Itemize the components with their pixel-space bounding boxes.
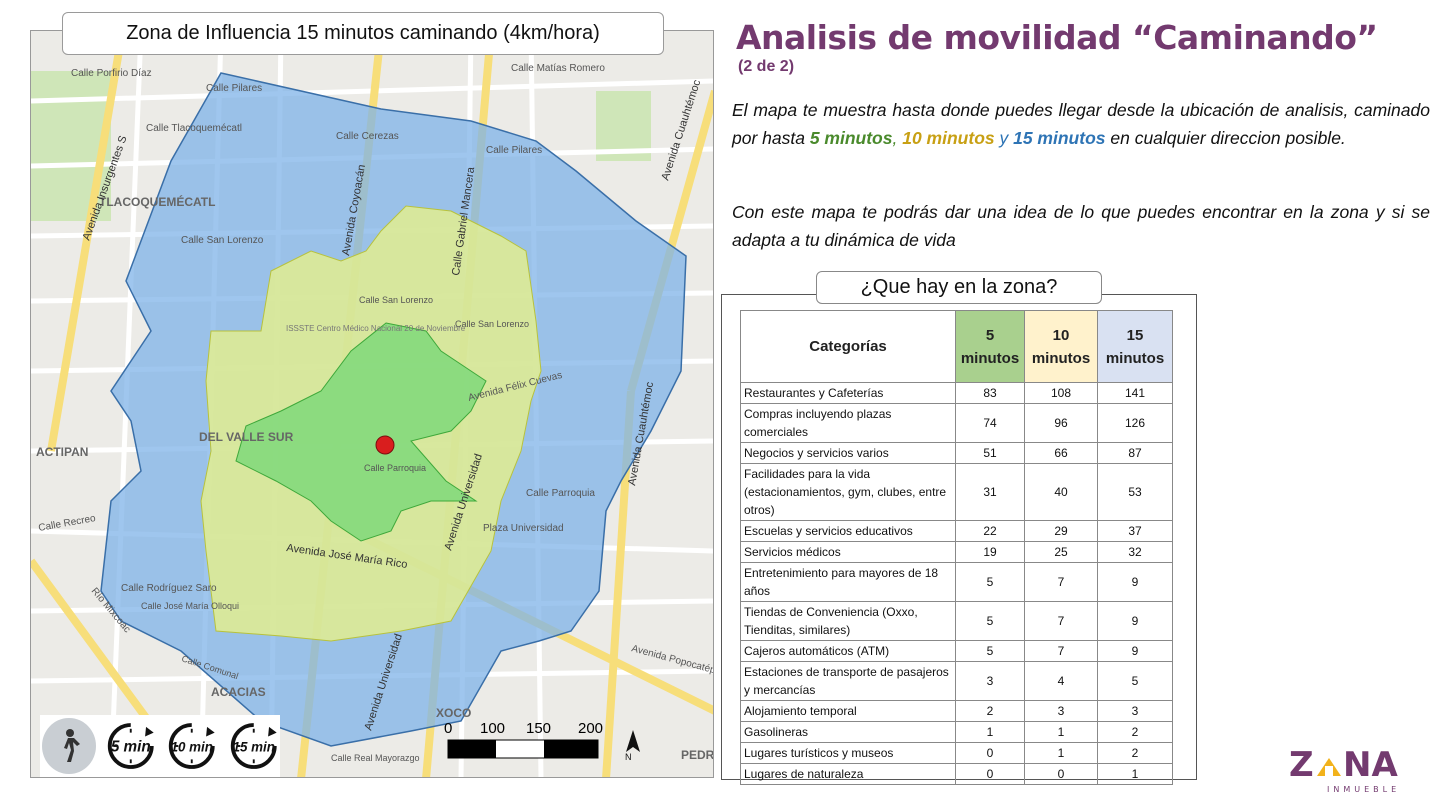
neighborhood-label: TLACOQUEMÉCATL [99, 194, 215, 209]
map[interactable]: TLACOQUEMÉCATL DEL VALLE SUR ACTIPAN ACA… [30, 30, 714, 778]
street-label: Calle San Lorenzo [455, 319, 529, 329]
page-subtitle: (2 de 2) [738, 58, 795, 75]
svg-text:10 min: 10 min [171, 740, 213, 755]
column-header-10-min: 10 minutos [1024, 310, 1098, 383]
map-title: Zona de Influencia 15 minutos caminando … [62, 12, 664, 55]
description-paragraph-2: Con este mapa te podrás dar una idea de … [732, 202, 1430, 250]
scale-label: 0 [444, 720, 453, 737]
table-row: Lugares turísticos y museos 0 1 2 [740, 742, 1173, 764]
scale-label: 200 [578, 720, 604, 737]
neighborhood-label: ACACIAS [211, 685, 266, 699]
table-row: Cajeros automáticos (ATM) 5 7 9 [740, 640, 1173, 662]
street-label: Calle Pilares [486, 145, 542, 156]
neighborhood-label: DEL VALLE SUR [199, 430, 294, 444]
map-scale-bar: 0 100 150 200 [440, 720, 615, 766]
analysis-location-point[interactable] [375, 435, 395, 455]
street-label: Calle Real Mayorazgo [331, 753, 420, 763]
table-row: Tiendas de Conveniencia (Oxxo, Tienditas… [740, 601, 1173, 641]
street-label: Calle Cerezas [336, 131, 399, 142]
timer-5-min-icon: 5 min [107, 723, 154, 769]
scale-label: 150 [526, 720, 552, 737]
fifteen-minutes-highlight: 15 minutos [1013, 128, 1106, 148]
street-label: Calle San Lorenzo [181, 235, 264, 246]
map-canvas: TLACOQUEMÉCATL DEL VALLE SUR ACTIPAN ACA… [31, 31, 714, 777]
svg-text:5 min: 5 min [110, 739, 150, 756]
street-label: Calle Matías Romero [511, 63, 605, 74]
categories-table: Categorías 5 minutos 10 minutos 15 minut… [740, 310, 1173, 785]
svg-text:Z: Z [1289, 745, 1314, 785]
table-row: Negocios y servicios varios 51 66 87 [740, 442, 1173, 464]
svg-text:15 min: 15 min [232, 740, 274, 755]
timer-10-min-icon: 10 min [168, 723, 215, 769]
street-label: Calle Parroquia [526, 488, 595, 499]
table-row: Lugares de naturaleza 0 0 1 [740, 763, 1173, 785]
table-row: Alojamiento temporal 2 3 3 [740, 700, 1173, 722]
zona-inmueble-logo: Z NA INMUEBLE [1289, 745, 1400, 794]
zone-table-heading: ¿Que hay en la zona? [816, 271, 1102, 304]
zone-5-min[interactable] [235, 322, 487, 542]
table-row: Facilidades para la vida (estacionamient… [740, 463, 1173, 521]
scale-label: 100 [480, 720, 506, 737]
map-legend: 5 min 10 min 15 min [40, 715, 280, 777]
plaza-label: Plaza Universidad [483, 523, 564, 534]
issste-label: ISSSTE Centro Médico Nacional 20 de Novi… [286, 324, 466, 333]
table-row: Restaurantes y Cafeterías 83 108 141 [740, 382, 1173, 404]
svg-text:NA: NA [1343, 745, 1398, 785]
neighborhood-label: PEDR [681, 748, 714, 762]
table-row: Gasolineras 1 1 2 [740, 721, 1173, 743]
table-row: Estaciones de transporte de pasajeros y … [740, 661, 1173, 701]
north-arrow-icon: N [625, 730, 640, 762]
street-label: Calle Rodríguez Saro [121, 583, 217, 594]
description-paragraph: El mapa te muestra hasta donde puedes ll… [732, 100, 1430, 148]
table-row: Entretenimiento para mayores de 18 años 5… [740, 562, 1173, 602]
timer-15-min-icon: 15 min [230, 723, 277, 769]
table-row: Escuelas y servicios educativos 22 29 37 [740, 520, 1173, 542]
walking-person-icon [42, 718, 96, 774]
street-label: Calle Tlacoquemécatl [146, 123, 242, 134]
street-label: Calle Pilares [206, 83, 262, 94]
street-label: Calle Parroquia [364, 463, 426, 473]
ten-minutes-highlight: 10 minutos [902, 128, 995, 148]
column-header-category: Categorías [740, 310, 956, 383]
neighborhood-label: ACTIPAN [36, 445, 88, 459]
street-label: Calle José María Olloqui [141, 601, 239, 611]
street-label: Calle Porfirio Díaz [71, 68, 152, 79]
column-header-15-min: 15 minutos [1097, 310, 1173, 383]
table-row: Compras incluyendo plazas comerciales 74 9… [740, 403, 1173, 443]
neighborhood-label: XOCO [436, 706, 471, 720]
svg-text:N: N [625, 752, 632, 762]
logo-tagline: INMUEBLE [1327, 785, 1400, 794]
five-minutes-highlight: 5 minutos [809, 128, 893, 148]
street-label: Calle San Lorenzo [359, 295, 433, 305]
page-title: Analisis de movilidad “Caminando” [736, 18, 1378, 57]
table-row: Servicios médicos 19 25 32 [740, 541, 1173, 563]
column-header-5-min: 5 minutos [955, 310, 1025, 383]
